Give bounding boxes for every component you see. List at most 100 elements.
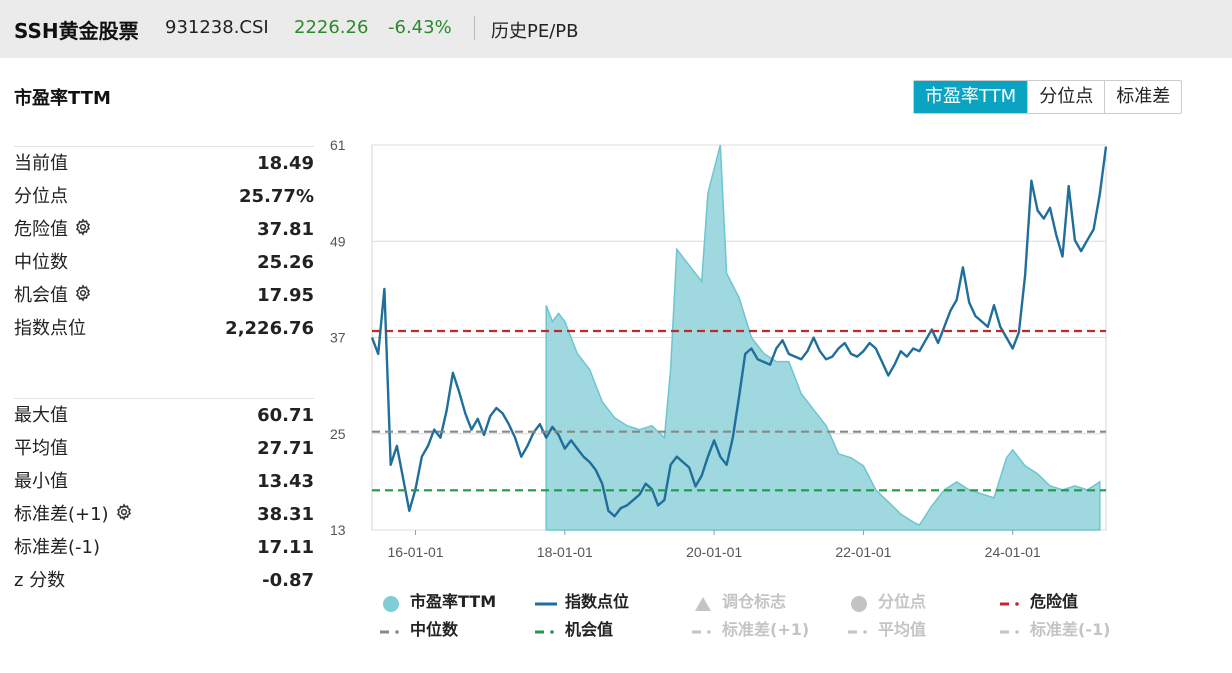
y-left-tick-label: 37 <box>330 330 346 346</box>
x-tick-label: 16-01-01 <box>388 544 444 560</box>
stat-row: 危险值 37.81 <box>14 213 314 246</box>
x-tick-label: 24-01-01 <box>985 544 1041 560</box>
legend-item[interactable]: 危险值 <box>1000 588 1078 616</box>
stat-row: 平均值 27.71 <box>14 432 314 465</box>
stat-label: 标准差(-1) <box>14 531 100 564</box>
stat-label-text: 标准差(-1) <box>14 537 100 558</box>
dash-legend-icon <box>1000 594 1022 612</box>
index-name: SSH黄金股票 <box>14 19 139 43</box>
x-tick-label: 20-01-01 <box>686 544 742 560</box>
legend-item[interactable]: 调仓标志 <box>692 588 786 616</box>
stat-row: 中位数 25.26 <box>14 246 314 279</box>
stat-label-text: 最小值 <box>14 471 68 492</box>
stat-label-text: 最大值 <box>14 405 68 426</box>
header-divider <box>474 16 475 40</box>
stat-value: 25.77% <box>239 186 314 207</box>
stat-row: 最大值 60.71 <box>14 398 314 432</box>
legend-item[interactable]: 分位点 <box>848 588 926 616</box>
x-tick-label: 18-01-01 <box>537 544 593 560</box>
stat-row: 标准差(-1) 17.11 <box>14 531 314 564</box>
section-title: 市盈率TTM <box>14 88 111 109</box>
stat-value: 60.71 <box>257 405 314 426</box>
stat-value: -0.87 <box>262 570 314 591</box>
y-left-tick-label: 13 <box>330 522 346 538</box>
stat-label-text: 指数点位 <box>14 318 86 339</box>
triangle-legend-icon <box>692 594 714 612</box>
y-left-tick-label: 49 <box>330 233 346 249</box>
x-tick-label: 22-01-01 <box>835 544 891 560</box>
legend-label: 指数点位 <box>565 592 630 611</box>
stat-row: z 分数 -0.87 <box>14 564 314 597</box>
stat-value: 13.43 <box>257 471 314 492</box>
dash-legend-icon <box>848 622 870 640</box>
stat-label: 最大值 <box>14 399 68 432</box>
dash-legend-icon <box>380 622 402 640</box>
index-line <box>370 146 1108 518</box>
stat-label: 分位点 <box>14 180 68 213</box>
stat-value: 17.95 <box>257 285 314 306</box>
stat-label: 标准差(+1) <box>14 498 133 532</box>
tab-pe-ttm[interactable]: 市盈率TTM <box>914 81 1028 113</box>
stat-label-text: 危险值 <box>14 219 68 240</box>
stat-label-text: 当前值 <box>14 153 68 174</box>
stat-row: 标准差(+1) 38.31 <box>14 498 314 531</box>
history-pe-pb-link[interactable]: 历史PE/PB <box>491 21 579 42</box>
legend-item[interactable]: 标准差(-1) <box>1000 616 1110 644</box>
stat-label: 最小值 <box>14 465 68 498</box>
y-left-tick-label: 25 <box>330 426 346 442</box>
legend-item[interactable]: 指数点位 <box>535 588 629 616</box>
dash-legend-icon <box>1000 622 1022 640</box>
pe-chart: 13809251,165371,521491,877612,23216-01-0… <box>330 137 1108 560</box>
stat-value: 37.81 <box>257 219 314 240</box>
stat-label-text: 分位点 <box>14 186 68 207</box>
legend-label: 危险值 <box>1030 592 1079 611</box>
stats-history: 最大值 60.71 平均值 27.71 最小值 13.43 标准差(+1) 38.31 标准差(… <box>14 398 314 597</box>
legend-label: 调仓标志 <box>722 592 787 611</box>
tab-std-dev[interactable]: 标准差 <box>1104 81 1181 113</box>
stat-label-text: 标准差(+1) <box>14 504 109 525</box>
stat-label: 机会值 <box>14 279 92 313</box>
legend-item[interactable]: 市盈率TTM <box>380 588 496 616</box>
stat-label-text: 平均值 <box>14 438 68 459</box>
legend-label: 中位数 <box>410 620 459 639</box>
legend-label: 机会值 <box>565 620 614 639</box>
dash-legend-icon <box>535 622 557 640</box>
index-change: -6.43% <box>388 17 452 38</box>
settings-gear-icon[interactable] <box>74 280 92 313</box>
header-bar: SSH黄金股票 931238.CSI 2226.26 -6.43% 历史PE/P… <box>0 0 1232 58</box>
line-legend-icon <box>535 594 557 612</box>
stats-current: 当前值 18.49 分位点 25.77% 危险值 37.81 中位数 25.26 机会值 17.9… <box>14 146 314 345</box>
stat-row: 分位点 25.77% <box>14 180 314 213</box>
stat-label: 当前值 <box>14 147 68 180</box>
pe-ttm-area <box>545 144 1101 531</box>
legend-label: 标准差(+1) <box>722 620 810 639</box>
stat-label: 危险值 <box>14 213 92 247</box>
settings-gear-icon[interactable] <box>74 214 92 247</box>
circle-legend-icon <box>848 594 870 612</box>
stat-row: 当前值 18.49 <box>14 146 314 180</box>
legend-label: 平均值 <box>878 620 927 639</box>
dash-legend-icon <box>692 622 714 640</box>
stat-value: 18.49 <box>257 153 314 174</box>
stat-label-text: 机会值 <box>14 285 68 306</box>
index-code: 931238.CSI <box>165 17 269 38</box>
stat-label: 平均值 <box>14 432 68 465</box>
stat-label-text: z 分数 <box>14 570 66 591</box>
tab-percentile[interactable]: 分位点 <box>1027 81 1104 113</box>
legend-item[interactable]: 机会值 <box>535 616 613 644</box>
stat-row: 最小值 13.43 <box>14 465 314 498</box>
legend-label: 分位点 <box>878 592 927 611</box>
legend-item[interactable]: 中位数 <box>380 616 458 644</box>
metric-tabs: 市盈率TTM 分位点 标准差 <box>913 80 1183 114</box>
legend-item[interactable]: 平均值 <box>848 616 926 644</box>
stat-value: 25.26 <box>257 252 314 273</box>
stat-row: 机会值 17.95 <box>14 279 314 312</box>
legend-item[interactable]: 标准差(+1) <box>692 616 809 644</box>
stat-row: 指数点位 2,226.76 <box>14 312 314 345</box>
stat-value: 27.71 <box>257 438 314 459</box>
stat-value: 38.31 <box>257 504 314 525</box>
legend-label: 标准差(-1) <box>1030 620 1111 639</box>
circle-legend-icon <box>380 594 402 612</box>
settings-gear-icon[interactable] <box>115 499 133 532</box>
stat-label: z 分数 <box>14 564 65 597</box>
